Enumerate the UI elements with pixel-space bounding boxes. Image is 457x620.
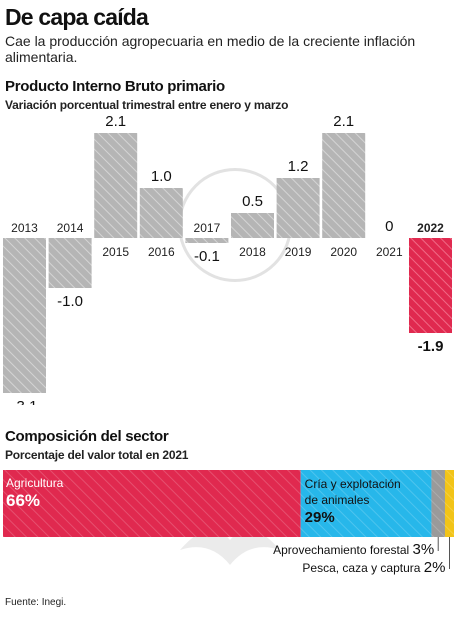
value-label-2022: -1.9 [418,338,444,355]
year-label-2016: 2016 [148,245,175,259]
value-label-2018: 0.5 [242,193,263,210]
year-label-2013: 2013 [11,221,38,235]
value-label-2019: 1.2 [288,158,309,175]
segment-hatch-1 [300,470,432,537]
bar-2017 [185,238,229,243]
gdp-chart-title: Producto Interno Bruto primario [5,78,225,95]
year-label-2018: 2018 [239,245,266,259]
bar-2013 [3,238,46,393]
segment-hatch-3 [444,470,454,537]
value-label-2014: -1.0 [57,293,83,310]
bar-2014 [48,238,92,288]
year-label-2017: 2017 [194,221,221,235]
year-label-2020: 2020 [330,245,357,259]
year-label-2019: 2019 [285,245,312,259]
gdp-bar-chart: 2013 -3.1 2014 -1.0 2015 2.1 2016 1.0 2017 -0.1 20… [3,115,452,405]
segment-hatch-0 [3,470,301,537]
source-note: Fuente: Inegi. [5,597,67,608]
label-cria: Cría y explotación de animales [305,477,401,507]
label-forestal: Aprovechamiento forestal 3% [273,541,434,558]
value-label-2016: 1.0 [151,168,172,185]
value-label-2017: -0.1 [194,248,220,265]
bar-2016 [139,188,183,238]
page-subtitle: Cae la producción agropecuaria en medio … [5,33,416,65]
label-pesca: Pesca, caza y captura 2% [302,559,445,576]
bar-2022 [409,238,452,333]
bar-2019 [276,178,320,238]
bar-2018 [231,213,274,238]
value-label-2015: 2.1 [105,115,126,130]
watermark-eagle-icon [180,529,280,565]
year-label-2014: 2014 [57,221,84,235]
bar-2020 [322,133,366,238]
page-title: De capa caída [5,4,149,30]
composition-chart-title: Composición del sector [5,428,169,445]
segment-hatch-2 [431,470,445,537]
value-label-2021: 0 [385,218,393,235]
value-cria: 29% [305,509,335,526]
year-label-2021: 2021 [376,245,403,259]
year-label-2022: 2022 [417,221,444,235]
composition-chart-subtitle: Porcentaje del valor total en 2021 [5,448,189,462]
gdp-chart-subtitle: Variación porcentual trimestral entre en… [5,98,289,112]
year-label-2015: 2015 [102,245,129,259]
value-label-2013: -3.1 [12,398,38,405]
value-agricultura: 66% [6,491,40,510]
value-label-2020: 2.1 [333,115,354,130]
bar-2015 [94,133,138,238]
label-agricultura: Agricultura [6,476,64,490]
